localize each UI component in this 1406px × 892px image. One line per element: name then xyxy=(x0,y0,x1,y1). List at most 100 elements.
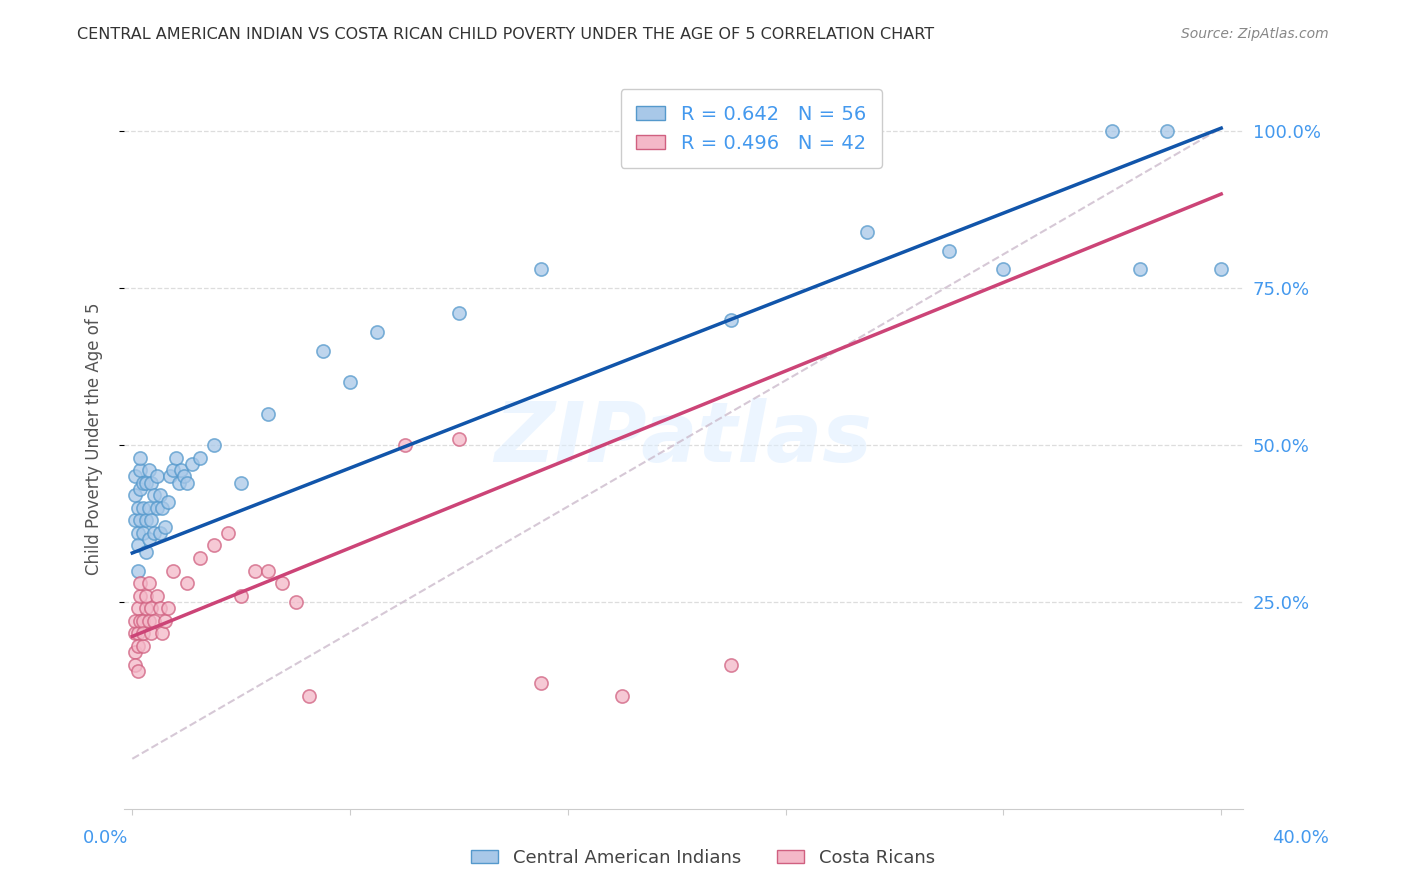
Point xyxy=(138,614,160,628)
Point xyxy=(127,538,149,552)
Point xyxy=(138,576,160,591)
Point xyxy=(124,657,146,672)
Point xyxy=(146,500,169,515)
Point xyxy=(124,614,146,628)
Point xyxy=(129,614,152,628)
Point xyxy=(146,469,169,483)
Point xyxy=(135,475,157,490)
Point xyxy=(1156,124,1178,138)
Point xyxy=(150,500,173,515)
Point xyxy=(298,689,321,703)
Text: Source: ZipAtlas.com: Source: ZipAtlas.com xyxy=(1181,27,1329,41)
Point xyxy=(993,262,1015,277)
Point xyxy=(339,376,361,390)
Point xyxy=(124,469,146,483)
Point xyxy=(162,564,184,578)
Point xyxy=(720,657,742,672)
Point xyxy=(202,438,225,452)
Point xyxy=(1101,124,1123,138)
Point xyxy=(394,438,416,452)
Point xyxy=(153,614,176,628)
Point xyxy=(141,601,163,615)
Point xyxy=(124,645,146,659)
Point xyxy=(257,564,280,578)
Point xyxy=(132,475,155,490)
Point xyxy=(129,463,152,477)
Point xyxy=(141,475,163,490)
Point xyxy=(129,513,152,527)
Point xyxy=(141,513,163,527)
Legend: R = 0.642   N = 56, R = 0.496   N = 42: R = 0.642 N = 56, R = 0.496 N = 42 xyxy=(620,89,882,169)
Point xyxy=(243,564,266,578)
Point xyxy=(127,639,149,653)
Point xyxy=(447,432,470,446)
Point xyxy=(129,589,152,603)
Point xyxy=(153,519,176,533)
Point xyxy=(127,601,149,615)
Point xyxy=(146,589,169,603)
Point xyxy=(129,450,152,465)
Point xyxy=(156,494,179,508)
Point xyxy=(1211,262,1233,277)
Text: CENTRAL AMERICAN INDIAN VS COSTA RICAN CHILD POVERTY UNDER THE AGE OF 5 CORRELAT: CENTRAL AMERICAN INDIAN VS COSTA RICAN C… xyxy=(77,27,935,42)
Point xyxy=(135,589,157,603)
Point xyxy=(148,488,170,502)
Point xyxy=(135,601,157,615)
Point xyxy=(132,626,155,640)
Point xyxy=(138,532,160,546)
Point xyxy=(127,525,149,540)
Point xyxy=(127,500,149,515)
Point xyxy=(135,513,157,527)
Point xyxy=(217,525,239,540)
Point xyxy=(129,482,152,496)
Point xyxy=(271,576,294,591)
Point xyxy=(143,614,166,628)
Point xyxy=(190,450,212,465)
Point xyxy=(132,500,155,515)
Point xyxy=(132,639,155,653)
Point xyxy=(132,614,155,628)
Point xyxy=(257,407,280,421)
Point xyxy=(148,525,170,540)
Point xyxy=(202,538,225,552)
Point xyxy=(165,450,187,465)
Point xyxy=(156,601,179,615)
Point xyxy=(124,626,146,640)
Point xyxy=(124,488,146,502)
Point xyxy=(856,225,879,239)
Point xyxy=(141,626,163,640)
Point xyxy=(612,689,634,703)
Point xyxy=(366,325,388,339)
Point xyxy=(127,664,149,678)
Point xyxy=(143,525,166,540)
Point xyxy=(1128,262,1150,277)
Point xyxy=(138,463,160,477)
Point xyxy=(129,576,152,591)
Point xyxy=(150,626,173,640)
Text: 40.0%: 40.0% xyxy=(1272,829,1329,847)
Point xyxy=(284,595,307,609)
Point xyxy=(181,457,204,471)
Y-axis label: Child Poverty Under the Age of 5: Child Poverty Under the Age of 5 xyxy=(86,302,103,575)
Point xyxy=(173,469,195,483)
Point xyxy=(124,513,146,527)
Point xyxy=(530,676,553,690)
Point xyxy=(938,244,960,258)
Point xyxy=(231,589,253,603)
Point xyxy=(167,475,190,490)
Text: ZIPatlas: ZIPatlas xyxy=(495,398,873,479)
Point xyxy=(720,312,742,326)
Point xyxy=(176,576,198,591)
Point xyxy=(143,488,166,502)
Point xyxy=(190,551,212,566)
Point xyxy=(312,343,335,358)
Point xyxy=(135,545,157,559)
Point xyxy=(132,525,155,540)
Point xyxy=(127,564,149,578)
Point xyxy=(148,601,170,615)
Point xyxy=(231,475,253,490)
Point xyxy=(162,463,184,477)
Point xyxy=(530,262,553,277)
Point xyxy=(159,469,181,483)
Point xyxy=(447,306,470,320)
